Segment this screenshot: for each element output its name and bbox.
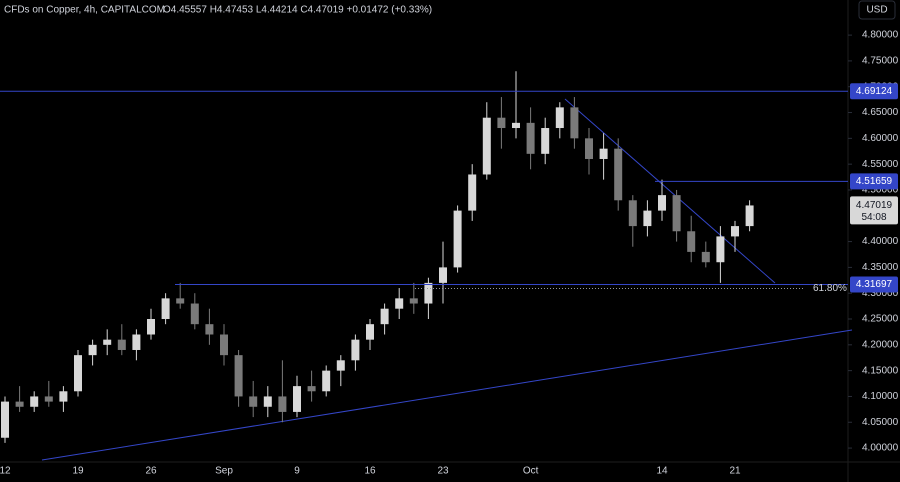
candle-body xyxy=(395,298,404,309)
candle-body xyxy=(482,117,491,175)
candle-body xyxy=(745,205,754,227)
y-tick-label: 4.75000 xyxy=(862,56,899,67)
candle-body xyxy=(307,386,316,392)
level-tag xyxy=(850,173,898,190)
fib-label: 61.80% xyxy=(813,283,847,294)
y-tick-label: 4.55000 xyxy=(862,159,899,170)
x-tick-label: 14 xyxy=(656,466,668,477)
candle-body xyxy=(205,324,214,335)
candle-body xyxy=(555,107,564,129)
candle-body xyxy=(15,401,24,407)
candle-body xyxy=(190,303,199,325)
candle-body xyxy=(380,308,389,325)
candle-body xyxy=(731,226,739,237)
y-tick-label: 4.35000 xyxy=(862,262,899,273)
level-label: 4.31697 xyxy=(856,279,893,290)
x-tick-label: Sep xyxy=(215,466,233,477)
candle-body xyxy=(512,122,520,129)
y-tick-label: 4.05000 xyxy=(862,417,899,428)
candle-body xyxy=(88,344,97,356)
currency-button[interactable] xyxy=(858,0,896,20)
ohlc-readout: O4.45557 H4.47453 L4.44214 C4.47019 +0.0… xyxy=(163,5,432,16)
countdown: 54:08 xyxy=(861,212,886,223)
candle-body xyxy=(161,298,170,320)
x-tick-label: 12 xyxy=(0,466,11,477)
x-tick-label: 23 xyxy=(437,466,449,477)
candle-body xyxy=(541,128,550,154)
candle-body xyxy=(672,195,681,232)
y-tick-label: 4.10000 xyxy=(862,391,899,402)
candle-body xyxy=(439,267,447,283)
candle-body xyxy=(687,231,696,252)
y-tick-label: 4.25000 xyxy=(862,314,899,325)
candle-body xyxy=(30,396,39,407)
candle-body xyxy=(366,324,374,340)
candle-body xyxy=(249,396,258,407)
y-tick-label: 4.65000 xyxy=(862,107,899,118)
candle-body xyxy=(59,391,68,402)
trend-line xyxy=(41,329,853,461)
candle-body xyxy=(526,122,535,154)
level-label: 4.51659 xyxy=(856,176,893,187)
candle-body xyxy=(322,370,331,392)
candle-body xyxy=(701,251,710,263)
candle-body xyxy=(658,195,666,211)
y-tick-label: 4.00000 xyxy=(862,443,899,454)
level-tag xyxy=(850,276,898,293)
candle-body xyxy=(336,360,345,371)
candle-body xyxy=(220,334,228,356)
y-tick-label: 4.80000 xyxy=(862,30,899,41)
y-tick-label: 4.20000 xyxy=(862,339,899,350)
y-tick-label: 4.40000 xyxy=(862,236,899,247)
candle-body xyxy=(278,396,287,412)
candle-body xyxy=(628,200,637,227)
y-tick-label: 4.50000 xyxy=(862,185,899,196)
candle-body xyxy=(293,386,301,412)
candle-body xyxy=(74,355,82,392)
candle-body xyxy=(614,148,623,201)
candle-body xyxy=(132,334,141,350)
candle-body xyxy=(44,396,53,402)
x-tick-label: 16 xyxy=(364,466,376,477)
candle-body xyxy=(351,339,360,361)
last-price-label: 4.47019 xyxy=(856,200,893,211)
candle-body xyxy=(570,107,579,139)
y-tick-label: 4.30000 xyxy=(862,288,899,299)
chart-title: CFDs on Copper, 4h, CAPITALCOM xyxy=(4,5,165,16)
candle-body xyxy=(234,355,243,397)
x-tick-label: Oct xyxy=(523,466,539,477)
candle-body xyxy=(147,319,155,335)
trend-line xyxy=(564,98,776,284)
currency-label[interactable]: USD xyxy=(866,5,887,16)
x-tick-label: 9 xyxy=(294,466,300,477)
candle-body xyxy=(263,396,272,407)
level-tag xyxy=(850,83,898,100)
last-price-tag xyxy=(850,196,898,225)
candle-body xyxy=(176,298,185,304)
candle-body xyxy=(585,138,593,159)
x-tick-label: 19 xyxy=(72,466,84,477)
level-label: 4.69124 xyxy=(856,86,893,97)
candle-body xyxy=(409,298,418,304)
y-tick-label: 4.15000 xyxy=(862,365,899,376)
y-tick-label: 4.60000 xyxy=(862,133,899,144)
candle-body xyxy=(599,148,608,159)
candle-body xyxy=(497,117,506,129)
candle-body xyxy=(424,282,433,304)
x-tick-label: 26 xyxy=(145,466,157,477)
candle-body xyxy=(643,210,652,227)
candle-body xyxy=(453,210,462,268)
candle-body xyxy=(716,236,725,263)
x-tick-label: 21 xyxy=(729,466,741,477)
candle-body xyxy=(117,339,126,350)
candle-body xyxy=(468,174,477,211)
candle-body xyxy=(103,339,112,345)
candle-body xyxy=(1,401,9,438)
